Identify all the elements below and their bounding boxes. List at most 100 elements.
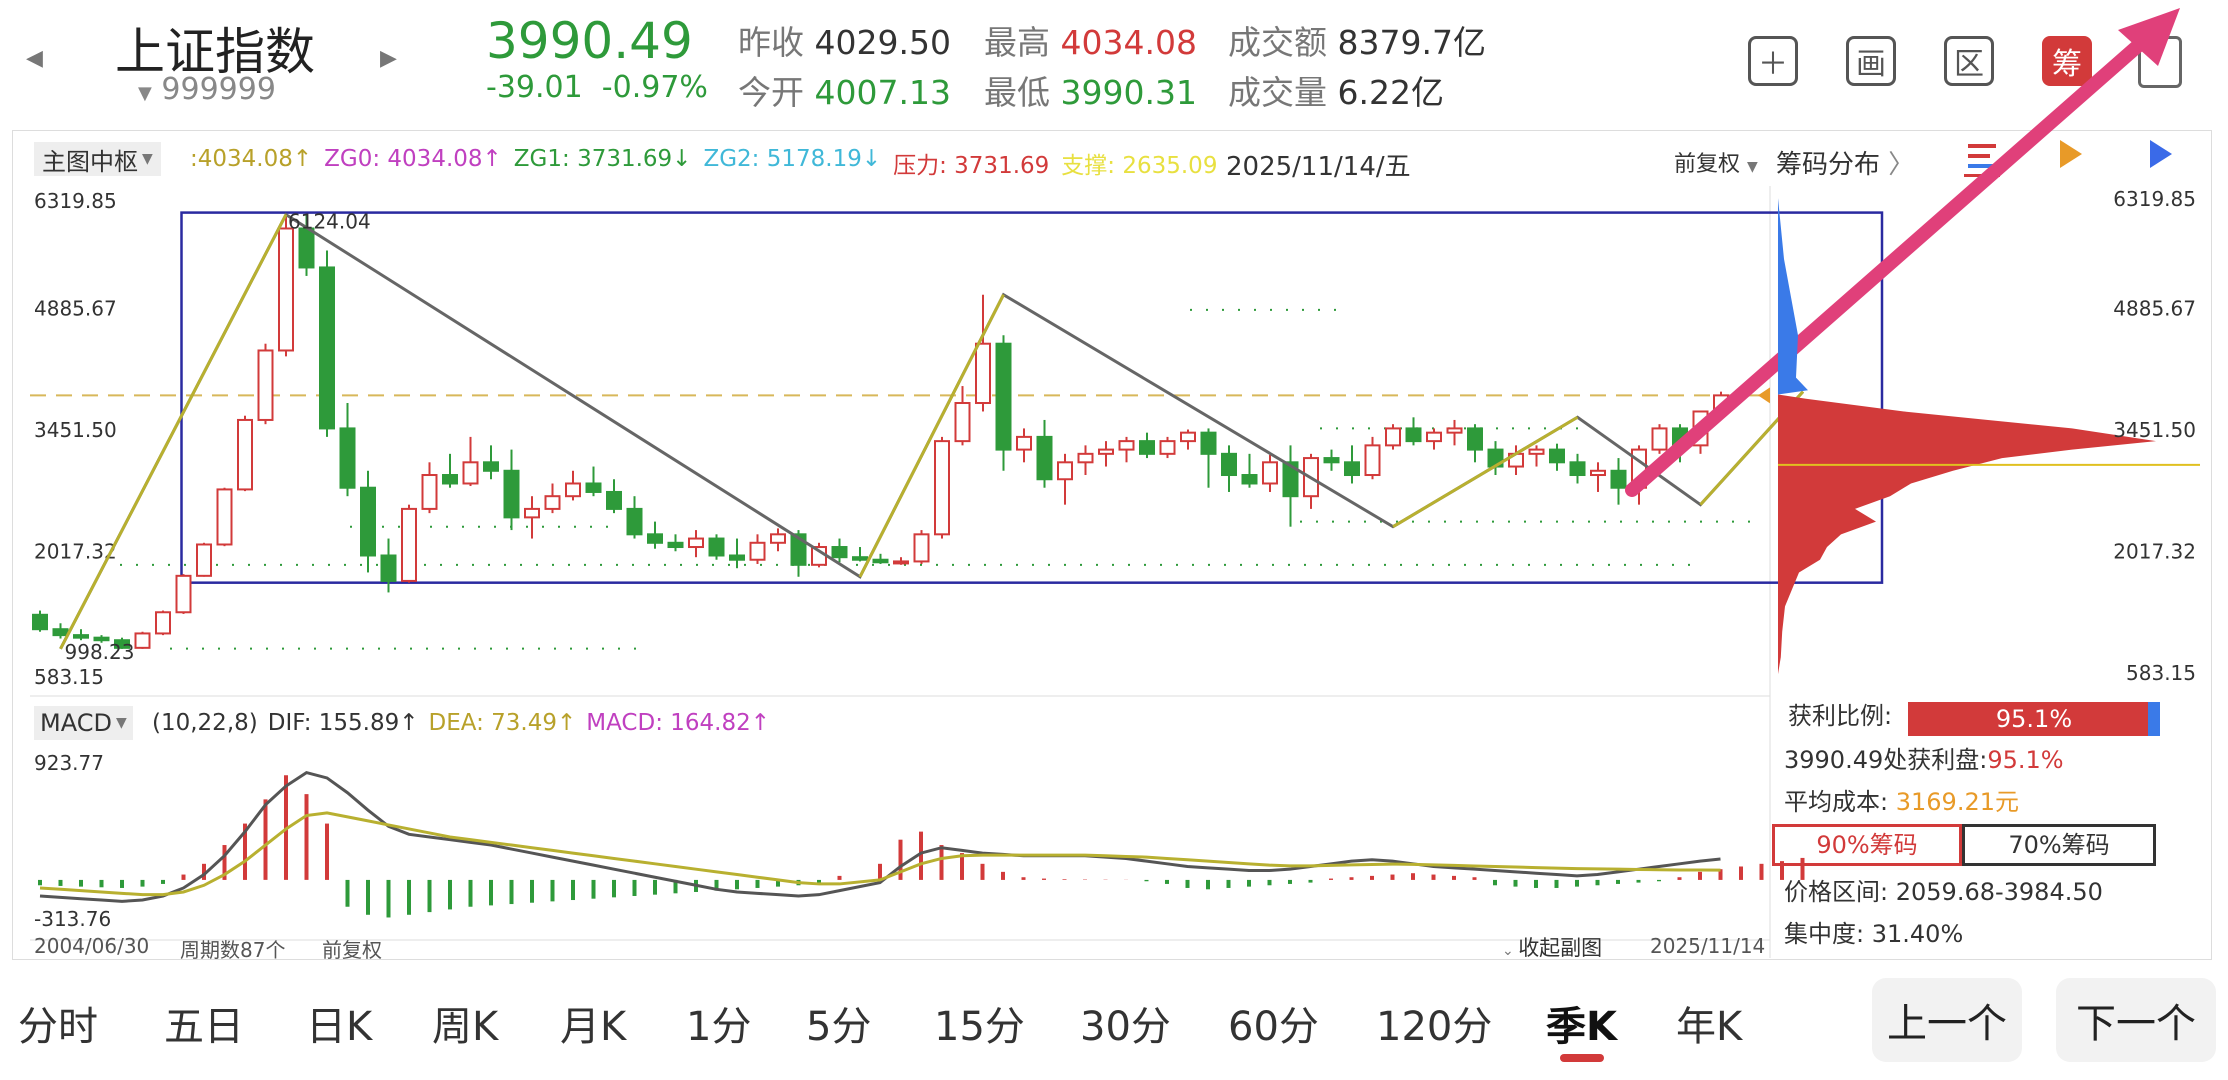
candle-body bbox=[483, 461, 499, 472]
candle-body bbox=[114, 639, 130, 649]
chip-view-icon-bar-2 bbox=[1968, 154, 1990, 158]
adjust-select[interactable]: 前复权 ▼ bbox=[1674, 146, 1758, 178]
chip-distribution-toggle[interactable]: 筹码分布 〉 bbox=[1776, 144, 1914, 181]
blue-chip-icon[interactable] bbox=[2150, 140, 2172, 168]
candle-body bbox=[1159, 440, 1176, 455]
profit-ratio-bar: 95.1% bbox=[1908, 702, 2160, 736]
tab-1分[interactable]: 1分 bbox=[686, 1004, 752, 1050]
tab-60分[interactable]: 60分 bbox=[1228, 1004, 1319, 1050]
prev-stock-button[interactable]: 上一个 bbox=[1872, 978, 2022, 1062]
candle-body bbox=[1549, 448, 1565, 464]
next-arrow[interactable]: ▶ bbox=[380, 46, 397, 71]
candle-body bbox=[872, 558, 889, 564]
candle-body bbox=[1446, 427, 1463, 434]
candle-body bbox=[380, 554, 397, 582]
chip-70-button[interactable]: 70%筹码 bbox=[1962, 824, 2156, 866]
chip-y-tick: 2017.32 bbox=[2113, 540, 2196, 564]
tab-季K[interactable]: 季K bbox=[1546, 994, 1617, 1062]
zigzag-up-leg bbox=[858, 294, 1005, 578]
candle-body bbox=[1528, 448, 1545, 455]
candle-body bbox=[442, 474, 458, 485]
stat-1: 今开 4007.13 bbox=[738, 66, 951, 114]
price-range-label: 价格区间: bbox=[1784, 878, 1889, 906]
adjust-dropdown-icon: ▼ bbox=[1747, 159, 1758, 175]
profit-ratio-label: 获利比例: bbox=[1788, 702, 1893, 730]
candle-body bbox=[975, 342, 991, 405]
last-price: 3990.49 bbox=[486, 12, 693, 70]
fire-chip-icon[interactable] bbox=[2060, 140, 2082, 168]
candle-body bbox=[524, 507, 540, 519]
zigzag-up-leg bbox=[59, 213, 288, 650]
candle-body bbox=[155, 611, 171, 635]
range-icon[interactable]: 区 bbox=[1944, 36, 1994, 86]
indicator-item-5: 支撑: 2635.09 bbox=[1061, 153, 1218, 179]
prev-arrow[interactable]: ◀ bbox=[26, 46, 43, 71]
candle-body bbox=[1241, 474, 1258, 485]
candle-body bbox=[565, 482, 581, 498]
price-change: -39.01 -0.97% bbox=[486, 70, 708, 105]
candle-body bbox=[893, 560, 909, 565]
tab-120分[interactable]: 120分 bbox=[1376, 1004, 1493, 1050]
concentration-label: 集中度: bbox=[1784, 920, 1865, 948]
adjust-label: 前复权 bbox=[1674, 152, 1741, 177]
candle-body bbox=[93, 636, 110, 642]
macd-label: MACD bbox=[40, 709, 112, 737]
collapse-subchart-button[interactable]: ⌄ 收起副图 bbox=[1502, 932, 1602, 962]
y-tick-label: 4885.67 bbox=[34, 297, 117, 321]
add-icon[interactable]: ＋ bbox=[1748, 36, 1798, 86]
candle-body bbox=[32, 613, 48, 631]
trough-annotation: 998.23 bbox=[65, 640, 135, 664]
candle-body bbox=[175, 574, 192, 614]
candle-body bbox=[831, 546, 848, 559]
zigzag-down-lines bbox=[59, 212, 1805, 650]
zhongshu-box bbox=[180, 211, 1884, 584]
tab-15分[interactable]: 15分 bbox=[934, 1004, 1025, 1050]
profit-at-price-label: 3990.49处获利盘: bbox=[1784, 746, 1988, 774]
stock-code: 999999 bbox=[161, 72, 276, 107]
candle-body bbox=[1262, 461, 1278, 485]
trend-arrow-line bbox=[1625, 37, 2147, 497]
chart-date: 2025/11/14/五 bbox=[1226, 152, 1411, 182]
profit-ratio-fill bbox=[1908, 702, 2148, 736]
candle-body bbox=[708, 537, 725, 557]
macd-values: (10,22,8) DIF: 155.89↑ DEA: 73.49↑ MACD:… bbox=[152, 710, 770, 736]
tab-五日[interactable]: 五日 bbox=[164, 1004, 244, 1050]
chip-icon[interactable]: 筹 bbox=[2042, 36, 2092, 86]
draw-icon[interactable]: 画 bbox=[1846, 36, 1896, 86]
stock-title: 上证指数 bbox=[115, 23, 315, 81]
candle-body bbox=[1467, 427, 1483, 451]
tab-分时[interactable]: 分时 bbox=[18, 1004, 98, 1050]
stat-value: 6.22亿 bbox=[1327, 73, 1444, 112]
zigzag-up-leg bbox=[1392, 415, 1579, 528]
chip-profile-below bbox=[1778, 394, 2156, 675]
tab-日K[interactable]: 日K bbox=[306, 1004, 373, 1050]
stat-label: 最低 bbox=[984, 73, 1050, 112]
stat-5: 成交量 6.22亿 bbox=[1228, 66, 1444, 114]
tab-年K[interactable]: 年K bbox=[1676, 1004, 1743, 1050]
tab-5分[interactable]: 5分 bbox=[806, 1004, 872, 1050]
main-indicator-label: 主图中枢 bbox=[42, 147, 138, 176]
code-dropdown[interactable]: ▼ 999999 bbox=[138, 72, 276, 107]
stat-4: 成交额 8379.7亿 bbox=[1228, 16, 1486, 64]
macd-tick-bottom: -313.76 bbox=[34, 907, 111, 931]
candle-body bbox=[913, 533, 930, 563]
tab-30分[interactable]: 30分 bbox=[1080, 1004, 1171, 1050]
candle-body bbox=[1590, 469, 1606, 477]
candle-body bbox=[1180, 431, 1196, 443]
candle-body bbox=[1610, 469, 1627, 489]
chip-90-button[interactable]: 90%筹码 bbox=[1772, 824, 1962, 866]
macd-select[interactable]: MACD ▼ bbox=[34, 706, 133, 740]
change-value: -39.01 bbox=[486, 70, 583, 105]
candle-body bbox=[134, 632, 151, 649]
main-indicator-select[interactable]: 主图中枢 ▼ bbox=[34, 142, 161, 176]
indicator-item-1: ZG0: 4034.08↑ bbox=[324, 146, 502, 172]
next-stock-button[interactable]: 下一个 bbox=[2056, 978, 2216, 1062]
candle-body bbox=[1036, 435, 1053, 481]
tab-周K[interactable]: 周K bbox=[432, 1004, 499, 1050]
current-price-marker bbox=[1758, 387, 1770, 404]
candle-body bbox=[1118, 440, 1135, 451]
candle-body bbox=[73, 634, 89, 639]
candle-body bbox=[585, 482, 602, 493]
tab-月K[interactable]: 月K bbox=[560, 1004, 627, 1050]
